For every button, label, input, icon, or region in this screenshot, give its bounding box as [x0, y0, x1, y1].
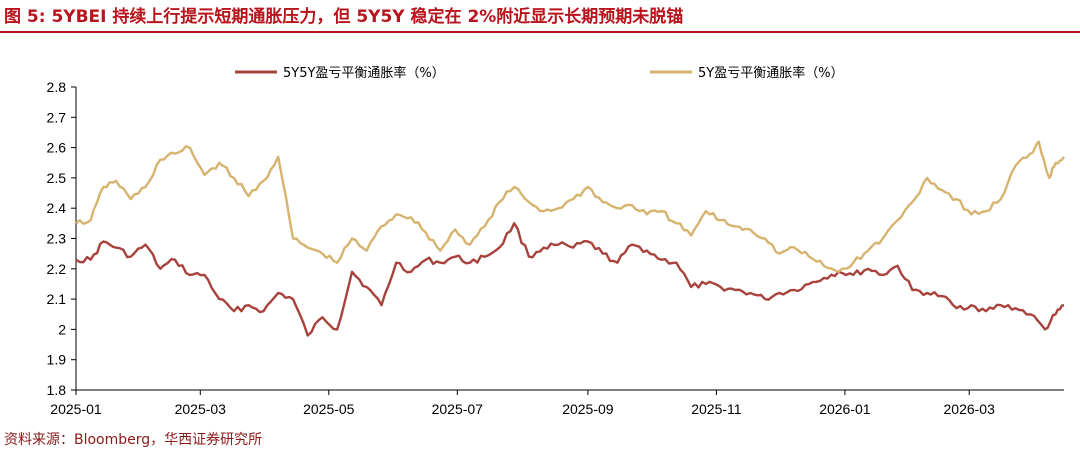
x-tick-label: 2026-01: [819, 401, 871, 417]
y-axis-ticks: 1.8 1.9 2 2.1 2.2 2.3 2.4 2.5 2.6 2.7 2.8: [47, 79, 76, 398]
y-tick-label: 2.2: [47, 261, 67, 277]
y-tick-label: 2.7: [47, 109, 67, 125]
x-tick-label: 2025-09: [562, 401, 614, 417]
series-lines: [75, 140, 1065, 337]
y-tick-label: 2.8: [47, 79, 67, 95]
y-tick-label: 1.9: [47, 352, 67, 368]
title-rule: [0, 31, 1080, 33]
figure-title: 图 5: 5YBEI 持续上行提示短期通胀压力，但 5Y5Y 稳定在 2%附近显…: [4, 7, 684, 27]
series-line-2: [75, 140, 1065, 273]
x-tick-label: 2025-03: [175, 401, 227, 417]
y-tick-label: 2.5: [47, 170, 67, 186]
x-tick-label: 2026-03: [944, 401, 996, 417]
y-tick-label: 1.8: [47, 382, 67, 398]
source-note: 资料来源：Bloomberg，华西证券研究所: [4, 432, 263, 448]
legend-label-1: 5Y5Y盈亏平衡通胀率（%）: [283, 65, 445, 81]
series-line-1: [75, 222, 1065, 337]
legend: 5Y5Y盈亏平衡通胀率（%） 5Y盈亏平衡通胀率（%）: [235, 65, 844, 81]
y-tick-label: 2: [58, 321, 66, 337]
y-tick-label: 2.4: [47, 200, 67, 216]
chart-axes: [75, 87, 1064, 391]
x-axis-ticks: 2025-01 2025-03 2025-05 2025-07 2025-09 2025-…: [50, 390, 995, 417]
y-tick-label: 2.3: [47, 231, 67, 247]
x-tick-label: 2025-07: [432, 401, 484, 417]
y-tick-label: 2.1: [47, 291, 67, 307]
x-tick-label: 2025-11: [691, 401, 742, 417]
legend-label-2: 5Y盈亏平衡通胀率（%）: [698, 65, 844, 81]
x-tick-label: 2025-01: [50, 401, 102, 417]
y-tick-label: 2.6: [47, 140, 67, 156]
x-tick-label: 2025-05: [303, 401, 355, 417]
